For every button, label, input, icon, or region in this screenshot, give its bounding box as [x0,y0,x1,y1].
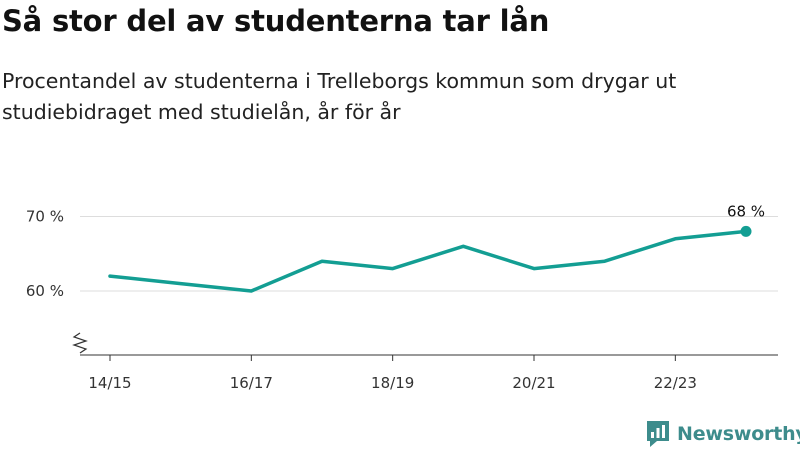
axis-break-icon [72,332,88,354]
x-tick-label: 18/19 [371,374,414,392]
chart-title: Så stor del av studenterna tar lån [2,4,550,38]
x-tick-label: 20/21 [512,374,555,392]
series-line [108,229,748,293]
last-data-point [740,225,752,237]
chart-subtitle: Procentandel av studenterna i Trelleborg… [2,69,677,124]
y-tick-label: 60 % [26,282,64,300]
brand-name: Newsworthy [677,423,800,445]
x-tick-label: 22/23 [654,374,697,392]
brand-logo: Newsworthy [645,419,800,449]
last-point-value-label: 68 % [727,202,765,220]
bar-chart-speech-bubble-icon [647,421,669,447]
x-tick-label: 16/17 [230,374,273,392]
y-tick-label: 70 % [26,208,64,226]
x-tick-label: 14/15 [88,374,131,392]
